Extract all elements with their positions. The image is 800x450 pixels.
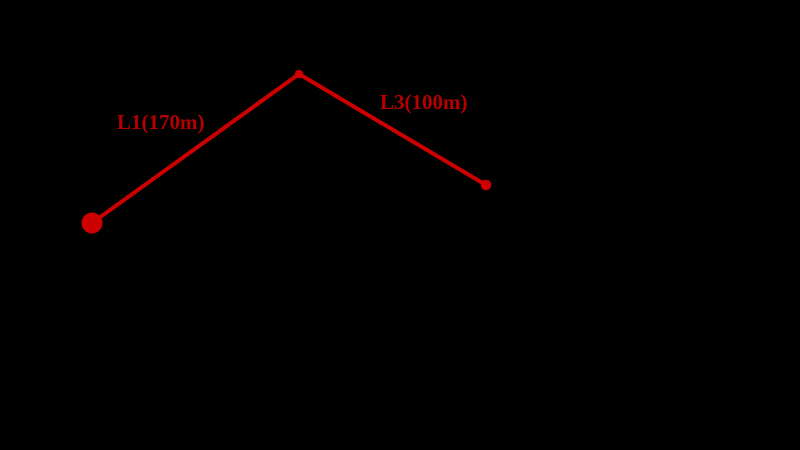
link-l3-label: L3(100m) — [380, 90, 468, 114]
start-node-dot — [81, 212, 103, 234]
end-node-dot — [480, 179, 492, 191]
link-l1-line — [90, 72, 301, 225]
link-l3-line — [297, 72, 488, 187]
link-l1-label: L1(170m) — [117, 110, 205, 134]
apex-node-dot — [294, 69, 304, 79]
